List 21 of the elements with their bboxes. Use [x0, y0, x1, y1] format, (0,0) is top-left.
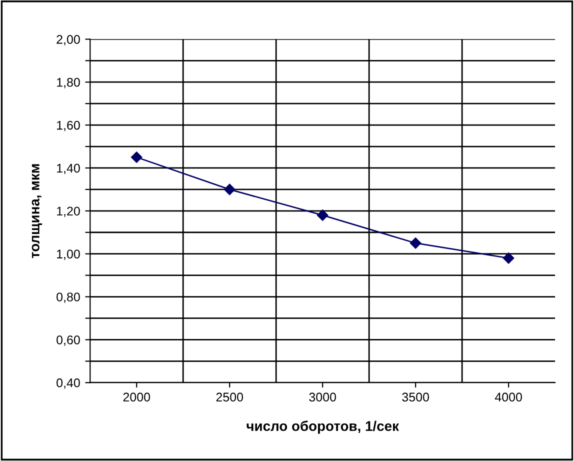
- y-tick-label: 1,60: [57, 120, 80, 132]
- x-tick-label: 3000: [309, 392, 336, 402]
- x-tick-label: 2500: [216, 392, 244, 402]
- x-axis-title: число оборотов, 1/сек: [246, 420, 399, 434]
- point: [224, 184, 236, 196]
- y-tick-label: 0,60: [56, 336, 80, 346]
- y-tick-label: 1,00: [57, 250, 80, 260]
- y-tick-label: 1,20: [57, 206, 80, 218]
- point: [316, 210, 328, 221]
- x-tick-label: 4000: [494, 392, 522, 402]
- y-axis-title: толщина, мкм: [32, 164, 42, 258]
- x-tick-label: 2000: [123, 392, 150, 402]
- y-tick-label: 0,40: [56, 378, 80, 389]
- point: [410, 238, 422, 249]
- y-tick-label: 1,40: [57, 164, 80, 174]
- point: [502, 252, 514, 264]
- y-tick-label: 2,00: [56, 34, 80, 46]
- y-tick-label: 1,80: [57, 78, 80, 88]
- y-tick-label: 0,80: [56, 292, 80, 303]
- point: [131, 152, 142, 163]
- x-tick-label: 3500: [402, 392, 429, 402]
